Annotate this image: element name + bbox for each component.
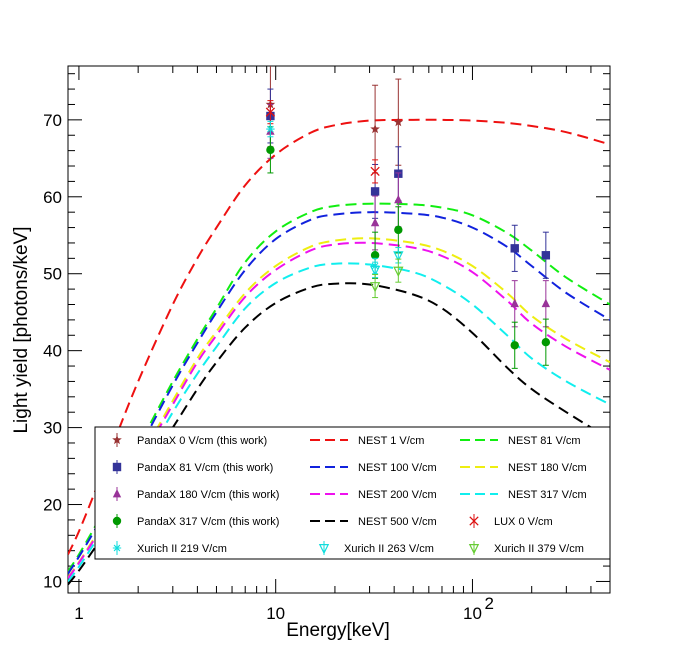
point-pandax-317-v-cm-this-work: [541, 337, 551, 347]
point-pandax-180-v-cm-this-work: [510, 298, 519, 308]
point-pandax-317-v-cm-this-work: [266, 145, 275, 155]
y-tick-label: 40: [43, 342, 62, 361]
legend-label-pandax-0-v-cm-this-work: PandaX 0 V/cm (this work): [137, 435, 267, 447]
y-tick-label: 10: [43, 572, 62, 591]
legend-marker-lux-0-v-cm: [469, 516, 479, 526]
legend-marker-pandax-0-v-cm-this-work: [112, 435, 122, 445]
x-tick-label: 10: [266, 604, 285, 623]
point-pandax-180-v-cm-this-work: [370, 217, 380, 227]
point-pandax-81-v-cm-this-work: [370, 187, 380, 196]
point-pandax-81-v-cm-this-work: [510, 244, 519, 253]
legend-label-nest-200-v-cm: NEST 200 V/cm: [358, 489, 437, 501]
point-pandax-317-v-cm-this-work: [394, 225, 403, 235]
x-tick-label: 10: [463, 604, 482, 623]
legend-marker-pandax-180-v-cm-this-work: [112, 488, 122, 498]
legend-marker-pandax-317-v-cm-this-work: [112, 516, 122, 526]
legend-label-nest-81-v-cm: NEST 81 V/cm: [508, 435, 581, 447]
point-pandax-180-v-cm-this-work: [394, 194, 403, 204]
legend-marker-xurich-ii-379-v-cm: [468, 544, 480, 555]
legend-box: [94, 426, 611, 560]
point-lux-0-v-cm: [370, 166, 380, 177]
point-pandax-81-v-cm-this-work: [541, 251, 551, 260]
legend-label-xurich-ii-263-v-cm: Xurich II 263 V/cm: [344, 543, 434, 555]
legend-marker-xurich-ii-219-v-cm: [112, 543, 122, 553]
y-tick-label: 60: [43, 188, 62, 207]
point-xurich-ii-379-v-cm: [369, 282, 381, 293]
y-tick-label: 20: [43, 496, 62, 515]
point-xurich-ii-219-v-cm: [266, 124, 275, 134]
legend-label-xurich-ii-219-v-cm: Xurich II 219 V/cm: [137, 543, 227, 555]
legend-label-nest-100-v-cm: NEST 100 V/cm: [358, 462, 437, 474]
y-tick-label: 30: [43, 419, 62, 438]
point-xurich-ii-263-v-cm: [393, 251, 404, 262]
point-pandax-180-v-cm-this-work: [541, 298, 551, 308]
point-pandax-0-v-cm-this-work: [370, 124, 380, 134]
y-axis-title: Light yield [photons/keV]: [11, 226, 32, 433]
y-tick-label: 50: [43, 265, 62, 284]
point-pandax-0-v-cm-this-work: [393, 117, 404, 127]
x-tick-label-exponent: 2: [484, 594, 493, 613]
legend: PandaX 0 V/cm (this work) NEST 1 V/cm NEST…: [94, 426, 611, 560]
legend-marker-xurich-ii-263-v-cm: [318, 544, 330, 555]
x-axis-title: Energy[keV]: [286, 620, 390, 641]
data-points: [265, 66, 551, 369]
legend-label-lux-0-v-cm: LUX 0 V/cm: [494, 516, 553, 528]
point-xurich-ii-379-v-cm: [393, 266, 404, 278]
point-pandax-317-v-cm-this-work: [510, 341, 519, 350]
legend-label-pandax-317-v-cm-this-work: PandaX 317 V/cm (this work): [137, 516, 279, 528]
y-tick-label: 70: [43, 111, 62, 130]
legend-label-xurich-ii-379-v-cm: Xurich II 379 V/cm: [494, 543, 584, 555]
point-lux-0-v-cm: [265, 107, 276, 117]
legend-label-nest-1-v-cm: NEST 1 V/cm: [358, 435, 424, 447]
legend-marker-pandax-81-v-cm-this-work: [112, 462, 122, 472]
point-pandax-317-v-cm-this-work: [370, 251, 380, 260]
legend-label-pandax-180-v-cm-this-work: PandaX 180 V/cm (this work): [137, 489, 279, 501]
point-xurich-ii-263-v-cm: [369, 265, 381, 277]
legend-label-nest-180-v-cm: NEST 180 V/cm: [508, 462, 587, 474]
legend-label-nest-500-v-cm: NEST 500 V/cm: [358, 516, 437, 528]
legend-label-pandax-81-v-cm-this-work: PandaX 81 V/cm (this work): [137, 462, 273, 474]
x-tick-label: 1: [74, 604, 83, 623]
legend-label-nest-317-v-cm: NEST 317 V/cm: [508, 489, 587, 501]
